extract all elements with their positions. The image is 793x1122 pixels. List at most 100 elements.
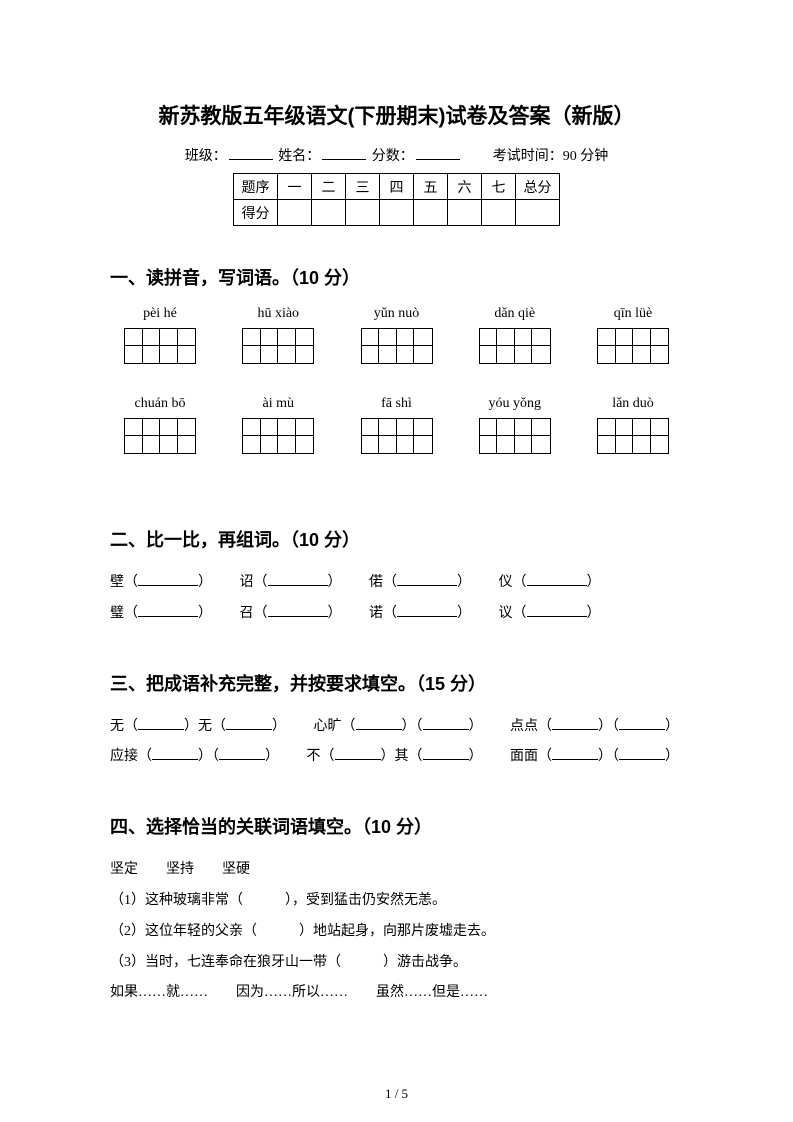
tian-grid[interactable]: [597, 418, 669, 454]
tian-grid[interactable]: [124, 418, 196, 454]
idiom-row-2: 应接（）（） 不（）其（） 面面（）（）: [110, 742, 683, 773]
close: ）: [457, 575, 471, 590]
txt: ）其（: [381, 749, 423, 764]
pinyin-label: pèi hé: [110, 306, 210, 322]
fill-blank[interactable]: [226, 716, 272, 730]
close: ）: [198, 575, 212, 590]
score-cell[interactable]: [346, 200, 380, 226]
exam-page: 新苏教版五年级语文(下册期末)试卷及答案（新版） 班级： 姓名： 分数： 考试时…: [0, 0, 793, 1122]
fill-blank[interactable]: [138, 572, 198, 586]
char: 壁（: [110, 575, 138, 590]
pinyin-label: hū xiào: [228, 306, 328, 322]
cell: 题序: [234, 174, 278, 200]
tian-grid[interactable]: [479, 328, 551, 364]
txt: ）: [665, 719, 679, 734]
score-cell[interactable]: [448, 200, 482, 226]
pinyin-item: yǔn nuò: [347, 306, 447, 364]
fill-blank[interactable]: [619, 746, 665, 760]
cell: 七: [482, 174, 516, 200]
txt: ）: [265, 749, 279, 764]
tian-grid[interactable]: [597, 328, 669, 364]
fill-blank[interactable]: [268, 603, 328, 617]
cell: 五: [414, 174, 448, 200]
pinyin-label: chuán bō: [110, 396, 210, 412]
pinyin-label: lǎn duò: [583, 396, 683, 412]
fill-blank[interactable]: [356, 716, 402, 730]
txt: ）: [469, 719, 483, 734]
txt: ）: [469, 749, 483, 764]
fill-blank[interactable]: [397, 603, 457, 617]
page-number: 1 / 5: [0, 1086, 793, 1102]
txt: ）（: [598, 719, 619, 734]
tian-grid[interactable]: [242, 328, 314, 364]
txt: ）无（: [184, 719, 226, 734]
txt: 点点（: [510, 719, 552, 734]
section2-heading: 二、比一比，再组词。（10 分）: [110, 526, 683, 552]
txt: 无（: [110, 719, 138, 734]
pinyin-item: lǎn duò: [583, 396, 683, 454]
score-cell[interactable]: [482, 200, 516, 226]
txt: ）: [272, 719, 286, 734]
fill-blank[interactable]: [552, 716, 598, 730]
pinyin-item: fā shì: [347, 396, 447, 454]
fill-blank[interactable]: [138, 603, 198, 617]
fill-blank[interactable]: [219, 746, 265, 760]
cell: 四: [380, 174, 414, 200]
sentence-1: （1）这种玻璃非常（ ），受到猛击仍安然无恙。: [110, 886, 683, 917]
fill-blank[interactable]: [527, 572, 587, 586]
close: ）: [198, 606, 212, 621]
close: ）: [587, 575, 601, 590]
cell: 得分: [234, 200, 278, 226]
cell: 二: [312, 174, 346, 200]
score-label: 分数：: [372, 149, 414, 164]
tian-grid[interactable]: [361, 418, 433, 454]
table-row: 得分: [234, 200, 560, 226]
pinyin-label: dǎn qiè: [465, 306, 565, 322]
pinyin-label: ài mù: [228, 396, 328, 412]
fill-blank[interactable]: [423, 716, 469, 730]
score-cell[interactable]: [516, 200, 560, 226]
fill-blank[interactable]: [138, 716, 184, 730]
tian-grid[interactable]: [479, 418, 551, 454]
pinyin-item: chuán bō: [110, 396, 210, 454]
close: ）: [587, 606, 601, 621]
txt: ）（: [402, 719, 423, 734]
char: 仪（: [499, 575, 527, 590]
fill-blank[interactable]: [619, 716, 665, 730]
time-label: 考试时间：90 分钟: [493, 149, 609, 164]
close: ）: [457, 606, 471, 621]
score-cell[interactable]: [414, 200, 448, 226]
cell: 总分: [516, 174, 560, 200]
name-blank[interactable]: [322, 144, 366, 160]
name-label: 姓名：: [278, 149, 320, 164]
conjunctions: 如果……就…… 因为……所以…… 虽然……但是……: [110, 978, 683, 1009]
pinyin-label: qīn lüè: [583, 306, 683, 322]
txt: 应接（: [110, 749, 152, 764]
fill-blank[interactable]: [268, 572, 328, 586]
fill-blank[interactable]: [527, 603, 587, 617]
score-cell[interactable]: [380, 200, 414, 226]
score-blank[interactable]: [416, 144, 460, 160]
tian-grid[interactable]: [124, 328, 196, 364]
compare-row-1: 壁（） 诏（） 偌（） 仪（）: [110, 568, 683, 599]
score-cell[interactable]: [278, 200, 312, 226]
fill-blank[interactable]: [423, 746, 469, 760]
char: 璧（: [110, 606, 138, 621]
pinyin-label: yóu yǒng: [465, 396, 565, 412]
table-row: 题序 一 二 三 四 五 六 七 总分: [234, 174, 560, 200]
close: ）: [328, 606, 342, 621]
pinyin-item: hū xiào: [228, 306, 328, 364]
pinyin-item: yóu yǒng: [465, 396, 565, 454]
score-cell[interactable]: [312, 200, 346, 226]
class-blank[interactable]: [229, 144, 273, 160]
fill-blank[interactable]: [552, 746, 598, 760]
pinyin-label: yǔn nuò: [347, 306, 447, 322]
txt: ）（: [198, 749, 219, 764]
pinyin-item: ài mù: [228, 396, 328, 454]
tian-grid[interactable]: [242, 418, 314, 454]
fill-blank[interactable]: [397, 572, 457, 586]
fill-blank[interactable]: [152, 746, 198, 760]
cell: 一: [278, 174, 312, 200]
tian-grid[interactable]: [361, 328, 433, 364]
fill-blank[interactable]: [335, 746, 381, 760]
